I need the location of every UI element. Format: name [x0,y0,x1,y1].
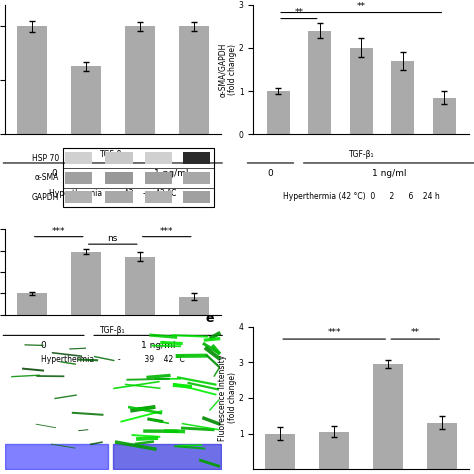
Bar [374,364,403,469]
Bar [105,152,133,164]
Bar [17,293,46,315]
Bar [64,152,92,164]
Text: TGF-β₁: TGF-β₁ [100,150,126,159]
Bar [182,172,210,184]
Bar [433,98,456,135]
Text: 0: 0 [52,170,57,179]
Text: Hyperthermia   -     42    -    42 °C: Hyperthermia - 42 - 42 °C [49,189,176,198]
Y-axis label: Fluorescence Intensity
(fold change): Fluorescence Intensity (fold change) [218,355,237,441]
Text: HSP 70: HSP 70 [31,154,59,163]
Text: **: ** [411,328,420,337]
Bar [64,172,92,184]
Bar [179,297,209,315]
Text: e: e [206,312,214,325]
Text: ***: *** [160,227,173,236]
Bar [428,423,457,469]
Bar [265,434,295,469]
Y-axis label: α-SMA/GAPDH
(fold change): α-SMA/GAPDH (fold change) [218,42,237,97]
Text: **: ** [357,2,366,11]
Bar [182,191,210,203]
Text: α-SMA: α-SMA [35,173,59,182]
Text: Hyperthermia (42 °C)  0      2      6    24 h: Hyperthermia (42 °C) 0 2 6 24 h [283,191,439,201]
Bar [350,48,373,135]
Bar [125,256,155,315]
Bar [105,172,133,184]
Bar [71,66,100,135]
Text: GAPDH: GAPDH [31,193,59,201]
Text: ***: *** [328,328,341,337]
Bar [63,148,214,207]
Bar [145,172,172,184]
Text: TGF-β₁: TGF-β₁ [100,326,126,335]
Text: 1 ng/ml: 1 ng/ml [372,170,407,179]
Bar [182,152,210,164]
Text: Hyperthermia          -          39    42 °C: Hyperthermia - 39 42 °C [41,355,185,364]
Bar [71,252,100,315]
Bar [267,91,290,135]
Text: 0: 0 [41,340,46,349]
Text: 1 ng/ml: 1 ng/ml [154,170,188,179]
Text: ns: ns [108,234,118,243]
Text: TGF-β₁: TGF-β₁ [348,150,374,159]
Bar [179,27,209,135]
Bar [64,191,92,203]
Bar [308,31,331,135]
Bar [17,27,46,135]
Text: ***: *** [52,227,65,236]
Text: 1 ng/ml: 1 ng/ml [141,340,175,349]
Bar [392,61,414,135]
Bar [105,191,133,203]
Bar [125,27,155,135]
Bar [145,191,172,203]
Bar [145,152,172,164]
Text: 0: 0 [268,170,273,179]
Bar [319,432,349,469]
Text: **: ** [294,8,303,17]
